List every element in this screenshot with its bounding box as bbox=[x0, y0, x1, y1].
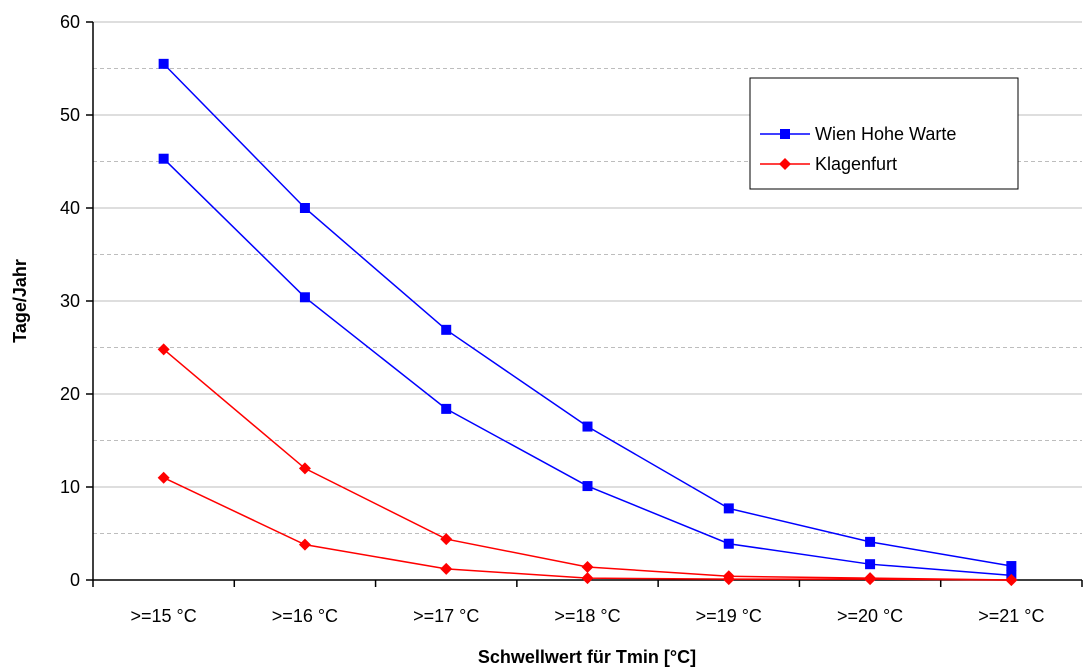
data-point bbox=[582, 481, 593, 492]
data-point bbox=[865, 536, 876, 547]
gridlines bbox=[93, 21, 1082, 534]
series bbox=[157, 58, 1018, 586]
data-point bbox=[723, 538, 734, 549]
data-point bbox=[298, 538, 311, 551]
y-tick-label: 30 bbox=[60, 291, 80, 311]
x-tick-label: >=20 °C bbox=[837, 606, 903, 626]
y-axis-title: Tage/Jahr bbox=[10, 259, 30, 343]
series-line bbox=[163, 348, 1012, 581]
data-point bbox=[440, 533, 453, 546]
series-line bbox=[163, 158, 1012, 577]
data-point bbox=[582, 421, 593, 432]
data-point bbox=[158, 58, 169, 69]
legend-label-klagenfurt: Klagenfurt bbox=[815, 154, 897, 174]
data-point bbox=[1006, 561, 1017, 572]
y-ticks: 0 10 20 30 40 50 60 bbox=[60, 12, 93, 590]
legend-item-klagenfurt: Klagenfurt bbox=[760, 154, 897, 174]
y-tick-label: 40 bbox=[60, 198, 80, 218]
y-tick-label: 20 bbox=[60, 384, 80, 404]
data-point bbox=[299, 203, 310, 213]
x-tick-label: >=21 °C bbox=[978, 606, 1044, 626]
x-tick-label: >=15 °C bbox=[131, 606, 197, 626]
data-point bbox=[157, 343, 170, 356]
data-point bbox=[865, 559, 876, 570]
data-point bbox=[723, 503, 734, 514]
data-point bbox=[298, 462, 311, 475]
legend-marker-wien bbox=[780, 129, 790, 139]
x-tick-label: >=18 °C bbox=[554, 606, 620, 626]
data-point bbox=[864, 573, 877, 586]
data-point bbox=[299, 292, 310, 303]
data-point bbox=[441, 324, 452, 335]
series-3 bbox=[157, 471, 1018, 586]
x-tick-label: >=16 °C bbox=[272, 606, 338, 626]
y-tick-label: 50 bbox=[60, 105, 80, 125]
y-tick-label: 0 bbox=[70, 570, 80, 590]
series-1 bbox=[158, 153, 1017, 581]
data-point bbox=[581, 560, 594, 573]
x-ticks: >=15 °C >=16 °C >=17 °C >=18 °C >=19 °C >=20 … bbox=[92, 580, 1083, 626]
legend-marker-klagenfurt bbox=[779, 158, 791, 170]
data-point bbox=[1005, 574, 1018, 586]
x-axis-title: Schwellwert für Tmin [°C] bbox=[478, 647, 696, 667]
x-tick-label: >=17 °C bbox=[413, 606, 479, 626]
x-tick-label: >=19 °C bbox=[696, 606, 762, 626]
data-point bbox=[440, 562, 453, 575]
data-point bbox=[722, 573, 735, 586]
y-tick-label: 60 bbox=[60, 12, 80, 32]
series-2 bbox=[157, 343, 1018, 586]
data-point bbox=[158, 153, 169, 164]
legend-item-wien: Wien Hohe Warte bbox=[760, 124, 956, 144]
data-point bbox=[157, 471, 170, 484]
legend-label-wien: Wien Hohe Warte bbox=[815, 124, 956, 144]
data-point bbox=[581, 572, 594, 585]
legend: Wien Hohe Warte Klagenfurt bbox=[749, 77, 1019, 190]
data-point bbox=[441, 403, 452, 414]
series-0 bbox=[158, 58, 1017, 572]
y-tick-label: 10 bbox=[60, 477, 80, 497]
